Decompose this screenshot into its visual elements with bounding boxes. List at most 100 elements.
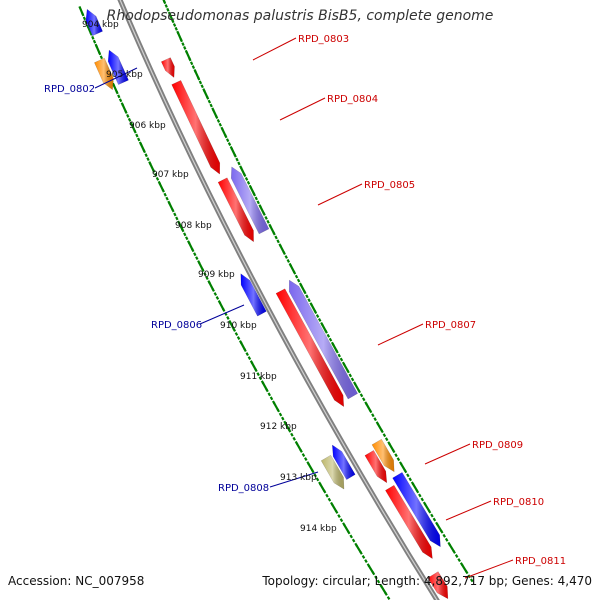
leader-line: [252, 37, 297, 61]
minor-tick: [81, 12, 85, 17]
minor-tick: [151, 169, 156, 173]
minor-tick: [195, 256, 199, 261]
major-tick: [307, 462, 314, 472]
minor-tick: [350, 377, 355, 382]
minor-tick: [346, 530, 351, 535]
minor-tick: [371, 413, 375, 418]
minor-tick: [127, 117, 132, 122]
major-tick: [284, 422, 291, 432]
minor-tick: [313, 310, 318, 314]
minor-tick: [163, 192, 167, 197]
minor-tick: [357, 389, 361, 394]
minor-tick: [469, 578, 474, 583]
minor-tick: [324, 329, 328, 334]
minor-tick: [236, 336, 241, 340]
minor-tick: [126, 113, 130, 118]
minor-tick: [224, 134, 228, 139]
minor-tick: [276, 408, 280, 413]
minor-tick: [337, 514, 341, 518]
minor-tick: [380, 429, 384, 434]
minor-tick: [244, 177, 249, 181]
gene-label-rpd-0805: RPD_0805: [364, 180, 415, 191]
minor-tick: [213, 292, 218, 296]
minor-tick: [384, 591, 388, 596]
ruler-label-909: 909 kbp: [198, 270, 235, 280]
minor-tick: [315, 314, 320, 318]
minor-tick: [296, 278, 301, 283]
genome-title: Rhodopseudomonas palustris BisB5, comple…: [106, 8, 494, 24]
major-tick: [460, 563, 468, 573]
minor-tick: [198, 80, 203, 85]
minor-tick: [155, 176, 160, 181]
minor-tick: [286, 259, 291, 263]
major-tick: [376, 422, 383, 432]
minor-tick: [256, 200, 260, 205]
minor-tick: [290, 432, 294, 437]
minor-tick: [272, 231, 276, 236]
minor-tick: [189, 61, 194, 66]
minor-tick: [262, 212, 266, 216]
minor-tick: [207, 99, 212, 104]
minor-tick: [408, 477, 413, 482]
minor-tick: [214, 115, 219, 119]
gene-labels: RPD_0803 RPD_0804 RPD_0805 RPD_0807 RPD_…: [44, 34, 566, 567]
minor-tick: [171, 19, 175, 24]
minor-tick: [464, 570, 469, 575]
minor-tick: [237, 161, 241, 166]
minor-tick: [185, 236, 189, 241]
minor-tick: [359, 550, 363, 555]
leader-line: [269, 471, 319, 488]
minor-tick: [183, 232, 187, 237]
minor-tick: [254, 196, 258, 201]
leader-line: [464, 559, 514, 579]
minor-tick: [444, 537, 449, 542]
minor-tick: [252, 192, 257, 197]
minor-tick: [274, 235, 278, 240]
minor-tick: [183, 46, 187, 50]
minor-tick: [322, 489, 327, 494]
gene-rpd-0803-arrow: [160, 57, 175, 79]
minor-tick: [420, 497, 425, 502]
minor-tick: [403, 469, 408, 474]
major-tick: [448, 543, 455, 553]
minor-tick: [361, 555, 366, 559]
gene-label-rpd-0804: RPD_0804: [327, 94, 378, 105]
minor-tick: [439, 529, 444, 534]
minor-tick: [247, 356, 252, 361]
minor-tick: [92, 39, 97, 44]
minor-tick: [334, 510, 339, 514]
minor-tick: [328, 337, 333, 342]
minor-tick: [91, 35, 95, 40]
gene-label-rpd-0808: RPD_0808: [218, 483, 269, 494]
minor-tick: [267, 392, 271, 397]
minor-tick: [191, 248, 195, 253]
ruler-labels: 904 kbp 905 kbp 906 kbp 907 kbp 908 kbp …: [82, 20, 337, 534]
ruler-label-907: 907 kbp: [152, 170, 189, 180]
minor-tick: [292, 436, 296, 441]
minor-tick: [349, 534, 353, 539]
ruler-label-913: 913 kbp: [280, 473, 317, 483]
minor-tick: [382, 433, 387, 438]
gene-rpd-0807b-arrow: [288, 279, 358, 400]
minor-tick: [215, 296, 220, 300]
gene-label-rpd-0810: RPD_0810: [493, 497, 544, 508]
minor-tick: [179, 38, 183, 43]
minor-tick: [264, 215, 268, 220]
minor-tick: [276, 239, 280, 244]
minor-tick: [227, 142, 232, 146]
ruler-label-911: 911 kbp: [240, 372, 277, 382]
minor-tick: [452, 550, 456, 554]
minor-tick: [256, 372, 260, 377]
minor-tick: [174, 26, 178, 31]
accession-text: Accession: NC_007958: [8, 574, 145, 588]
ruler-label-910: 910 kbp: [220, 321, 257, 331]
minor-tick: [205, 276, 209, 280]
minor-tick: [191, 65, 196, 69]
minor-tick: [99, 55, 103, 60]
minor-tick: [325, 493, 329, 498]
minor-tick: [209, 103, 213, 108]
minor-tick: [233, 153, 237, 158]
minor-tick: [364, 559, 368, 563]
gene-label-rpd-0807: RPD_0807: [425, 320, 476, 331]
topology-text: Topology: circular; Length: 4,892,717 bp…: [262, 574, 592, 588]
